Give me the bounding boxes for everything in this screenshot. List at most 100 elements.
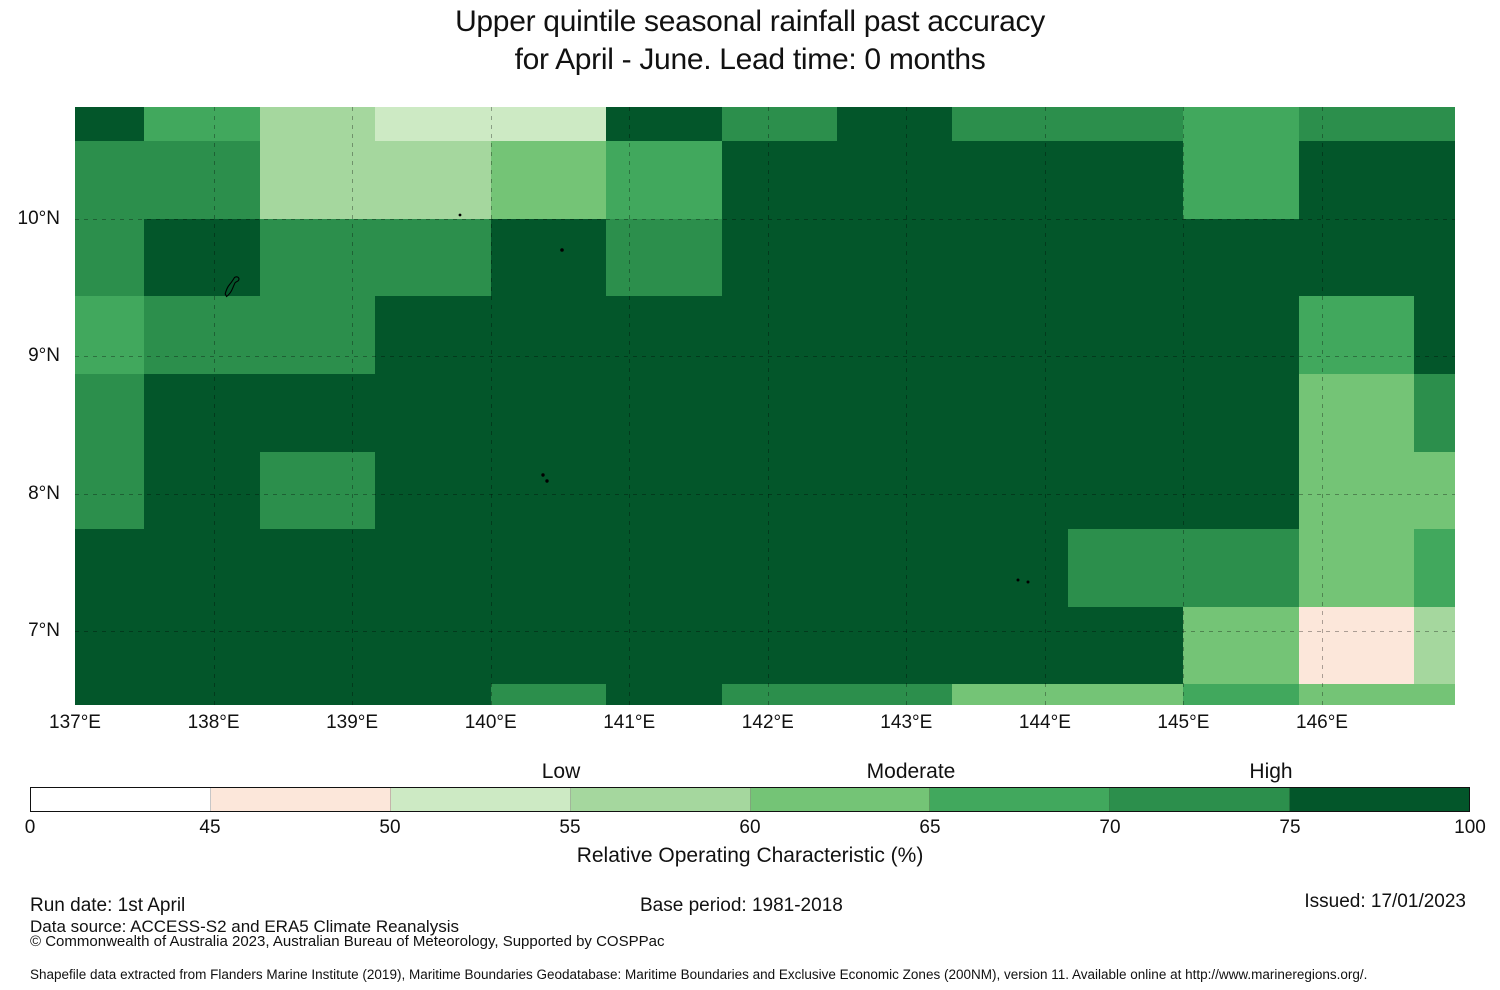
map-cell: [75, 107, 145, 142]
x-tick-label: 145°E: [1157, 712, 1210, 733]
map-cell: [75, 374, 145, 452]
x-tick-label: 140°E: [464, 712, 517, 733]
parallel-gridline: [75, 218, 1455, 220]
map-cell: [721, 107, 838, 142]
colorbar-tick-label: 70: [1099, 817, 1121, 838]
meridian-gridline: [490, 107, 492, 705]
y-tick-label: 9°N: [28, 345, 60, 367]
colorbar-category-label: High: [1249, 760, 1293, 783]
colorbar-segment: [31, 788, 211, 811]
map-row: [75, 141, 1455, 219]
map-cell: [952, 684, 1184, 706]
atoll-dot: [560, 248, 564, 252]
x-tick-label: 137°E: [49, 712, 101, 733]
colorbar-tick-label: 65: [919, 817, 941, 838]
yap-island-outline: [224, 276, 240, 298]
map-cell: [259, 141, 491, 219]
atoll-dot: [458, 213, 462, 217]
meridian-gridline: [906, 107, 908, 705]
y-tick-label: 7°N: [28, 619, 60, 641]
x-tick-label: 139°E: [326, 712, 379, 733]
colorbar-tick-label: 100: [1454, 817, 1486, 838]
y-tick-label: 10°N: [17, 207, 60, 229]
map-cell: [75, 684, 491, 706]
map-cell: [144, 296, 376, 375]
colorbar-segment: [750, 788, 931, 811]
chart-title-line2: for April - June. Lead time: 0 months: [514, 43, 986, 76]
parallel-gridline: [75, 630, 1455, 632]
colorbar-category-label: Low: [541, 760, 581, 783]
map-cell: [375, 451, 1299, 530]
y-tick-label: 8°N: [28, 482, 60, 504]
map-cell: [1414, 606, 1455, 685]
meridian-gridline: [1044, 107, 1046, 705]
map-cell: [144, 107, 260, 142]
map-cell: [75, 606, 1184, 685]
meridian-gridline: [213, 107, 215, 705]
parallel-gridline: [75, 493, 1455, 495]
map-cell: [1298, 684, 1455, 706]
map-cell: [75, 141, 260, 219]
map-cell: [606, 684, 722, 706]
map-cell: [1298, 606, 1415, 685]
colorbar-segment: [930, 788, 1111, 811]
map-cell: [1068, 529, 1299, 607]
map-row: [75, 529, 1455, 607]
map-cell: [1183, 141, 1299, 219]
x-tick-label: 146°E: [1296, 712, 1348, 733]
map-row: [75, 374, 1455, 452]
map-cell: [375, 296, 1299, 375]
map-cell: [75, 296, 145, 375]
map-cell: [1414, 374, 1455, 452]
map-row: [75, 684, 1455, 706]
map-cell: [1298, 374, 1415, 452]
x-tick-label: 143°E: [880, 712, 933, 733]
map-cell: [606, 141, 722, 219]
x-tick-label: 138°E: [187, 712, 240, 733]
meridian-gridline: [1183, 107, 1185, 705]
base-period-text: Base period: 1981-2018: [640, 895, 843, 916]
atoll-dot: [1016, 578, 1020, 582]
colorbar-segment: [570, 788, 751, 811]
x-tick-label: 142°E: [741, 712, 794, 733]
issued-date-text: Issued: 17/01/2023: [1304, 891, 1466, 912]
map-cell: [490, 141, 607, 219]
roc-colorbar: [30, 787, 1470, 812]
map-cell: [1298, 296, 1415, 375]
x-tick-label: 144°E: [1018, 712, 1071, 733]
chart-title-line1: Upper quintile seasonal rainfall past ac…: [455, 5, 1045, 38]
map-cell: [952, 107, 1184, 142]
map-row: [75, 218, 1455, 297]
parallel-gridline: [75, 356, 1455, 358]
map-cell: [75, 529, 1068, 607]
map-cell: [1183, 606, 1299, 685]
atoll-dot: [541, 473, 545, 477]
map-cell: [721, 684, 953, 706]
map-row: [75, 296, 1456, 375]
atoll-dot: [545, 479, 549, 483]
colorbar-tick-label: 50: [379, 817, 401, 838]
map-cell: [75, 218, 145, 297]
map-cell: [1414, 296, 1456, 375]
map-cell: [144, 218, 260, 297]
colorbar-segment: [1110, 788, 1291, 811]
map-cell: [1298, 529, 1415, 607]
map-cell: [144, 451, 260, 530]
colorbar-segment: [1290, 788, 1469, 811]
colorbar-tick-label: 75: [1279, 817, 1301, 838]
colorbar-tick-label: 55: [559, 817, 581, 838]
map-cell: [1183, 684, 1299, 706]
chart-title: Upper quintile seasonal rainfall past ac…: [0, 3, 1500, 79]
atoll-dot: [1026, 580, 1030, 584]
map-cell: [606, 218, 722, 297]
map-row: [75, 606, 1455, 685]
x-tick-label: 141°E: [603, 712, 656, 733]
run-date-text: Run date: 1st April: [30, 895, 186, 916]
map-cell: [721, 141, 1184, 219]
meridian-gridline: [629, 107, 631, 705]
colorbar-axis-title: Relative Operating Characteristic (%): [576, 844, 924, 867]
meridian-gridline: [767, 107, 769, 705]
colorbar-tick-label: 45: [199, 817, 221, 838]
meridian-gridline: [352, 107, 354, 705]
